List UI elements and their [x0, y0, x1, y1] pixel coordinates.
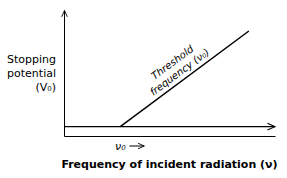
y-axis — [64, 11, 65, 137]
zero-axis — [64, 126, 275, 127]
y-axis-line — [64, 11, 65, 137]
y-label: Stoppingpotential(V₀) — [7, 53, 56, 94]
x-label: Frequency of incident radiation (ν) — [61, 158, 277, 171]
threshold-label: Thresholdfrequency (ν₀) — [141, 37, 212, 98]
plot: Thresholdfrequency (ν₀) ν₀ Frequency of in… — [7, 11, 278, 172]
marks — [120, 31, 249, 127]
x-axis-line — [65, 136, 276, 137]
line — [120, 31, 249, 127]
x-axis — [65, 136, 276, 137]
v0-arrow — [129, 146, 144, 147]
v0-label: ν₀ — [115, 140, 126, 153]
chart: Thresholdfrequency (ν₀) ν₀ Frequency of in… — [0, 0, 287, 178]
